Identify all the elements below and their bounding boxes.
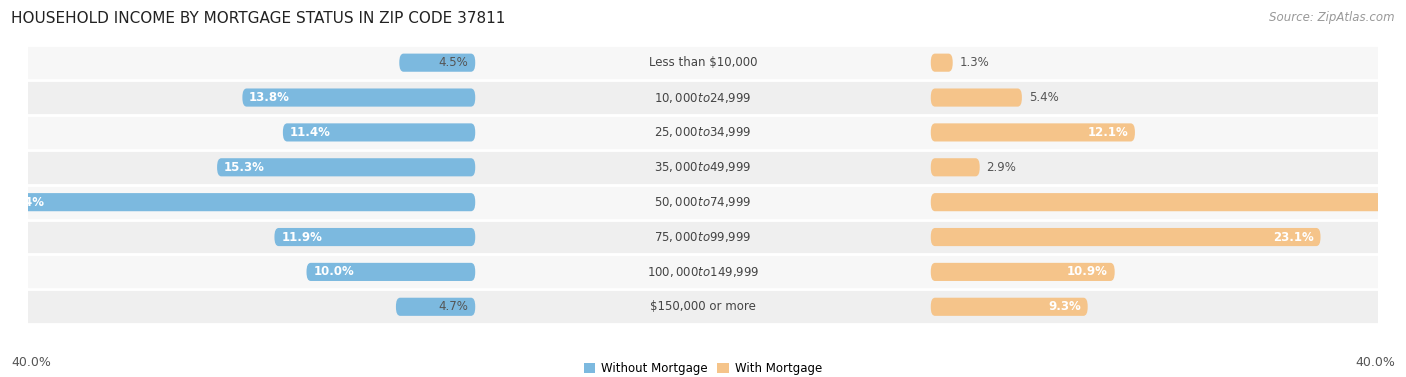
Legend: Without Mortgage, With Mortgage: Without Mortgage, With Mortgage — [579, 357, 827, 377]
FancyBboxPatch shape — [396, 298, 475, 316]
Text: 28.4%: 28.4% — [3, 196, 44, 208]
FancyBboxPatch shape — [242, 89, 475, 107]
Text: $10,000 to $24,999: $10,000 to $24,999 — [654, 90, 752, 104]
Text: $150,000 or more: $150,000 or more — [650, 300, 756, 313]
FancyBboxPatch shape — [931, 298, 1088, 316]
Text: 11.4%: 11.4% — [290, 126, 330, 139]
FancyBboxPatch shape — [931, 193, 1406, 211]
FancyBboxPatch shape — [931, 123, 1135, 141]
Bar — [28, 150, 1378, 185]
Text: 1.3%: 1.3% — [959, 56, 990, 69]
Bar — [28, 45, 1378, 80]
Text: HOUSEHOLD INCOME BY MORTGAGE STATUS IN ZIP CODE 37811: HOUSEHOLD INCOME BY MORTGAGE STATUS IN Z… — [11, 11, 506, 26]
Text: 10.9%: 10.9% — [1067, 265, 1108, 278]
Text: 40.0%: 40.0% — [1355, 357, 1395, 369]
Text: 2.9%: 2.9% — [987, 161, 1017, 174]
FancyBboxPatch shape — [399, 54, 475, 72]
Text: $35,000 to $49,999: $35,000 to $49,999 — [654, 160, 752, 174]
Bar — [28, 289, 1378, 324]
Bar — [28, 219, 1378, 254]
Text: 10.0%: 10.0% — [314, 265, 354, 278]
Bar — [28, 80, 1378, 115]
Text: 5.4%: 5.4% — [1029, 91, 1059, 104]
FancyBboxPatch shape — [274, 228, 475, 246]
Bar — [28, 185, 1378, 219]
Text: 13.8%: 13.8% — [249, 91, 290, 104]
Bar — [28, 254, 1378, 290]
Text: Less than $10,000: Less than $10,000 — [648, 56, 758, 69]
Text: $50,000 to $74,999: $50,000 to $74,999 — [654, 195, 752, 209]
FancyBboxPatch shape — [931, 54, 953, 72]
Text: 15.3%: 15.3% — [224, 161, 264, 174]
Text: 4.5%: 4.5% — [439, 56, 468, 69]
Text: 4.7%: 4.7% — [439, 300, 468, 313]
Text: $100,000 to $149,999: $100,000 to $149,999 — [647, 265, 759, 279]
Text: $25,000 to $34,999: $25,000 to $34,999 — [654, 126, 752, 139]
FancyBboxPatch shape — [283, 123, 475, 141]
Bar — [28, 115, 1378, 150]
Text: 40.0%: 40.0% — [11, 357, 51, 369]
FancyBboxPatch shape — [0, 193, 475, 211]
Text: 12.1%: 12.1% — [1087, 126, 1128, 139]
Text: 9.3%: 9.3% — [1049, 300, 1081, 313]
FancyBboxPatch shape — [931, 263, 1115, 281]
FancyBboxPatch shape — [931, 158, 980, 176]
Text: $75,000 to $99,999: $75,000 to $99,999 — [654, 230, 752, 244]
Text: 23.1%: 23.1% — [1272, 231, 1313, 244]
FancyBboxPatch shape — [931, 89, 1022, 107]
FancyBboxPatch shape — [217, 158, 475, 176]
FancyBboxPatch shape — [307, 263, 475, 281]
Text: 11.9%: 11.9% — [281, 231, 322, 244]
Text: Source: ZipAtlas.com: Source: ZipAtlas.com — [1270, 11, 1395, 24]
FancyBboxPatch shape — [931, 228, 1320, 246]
